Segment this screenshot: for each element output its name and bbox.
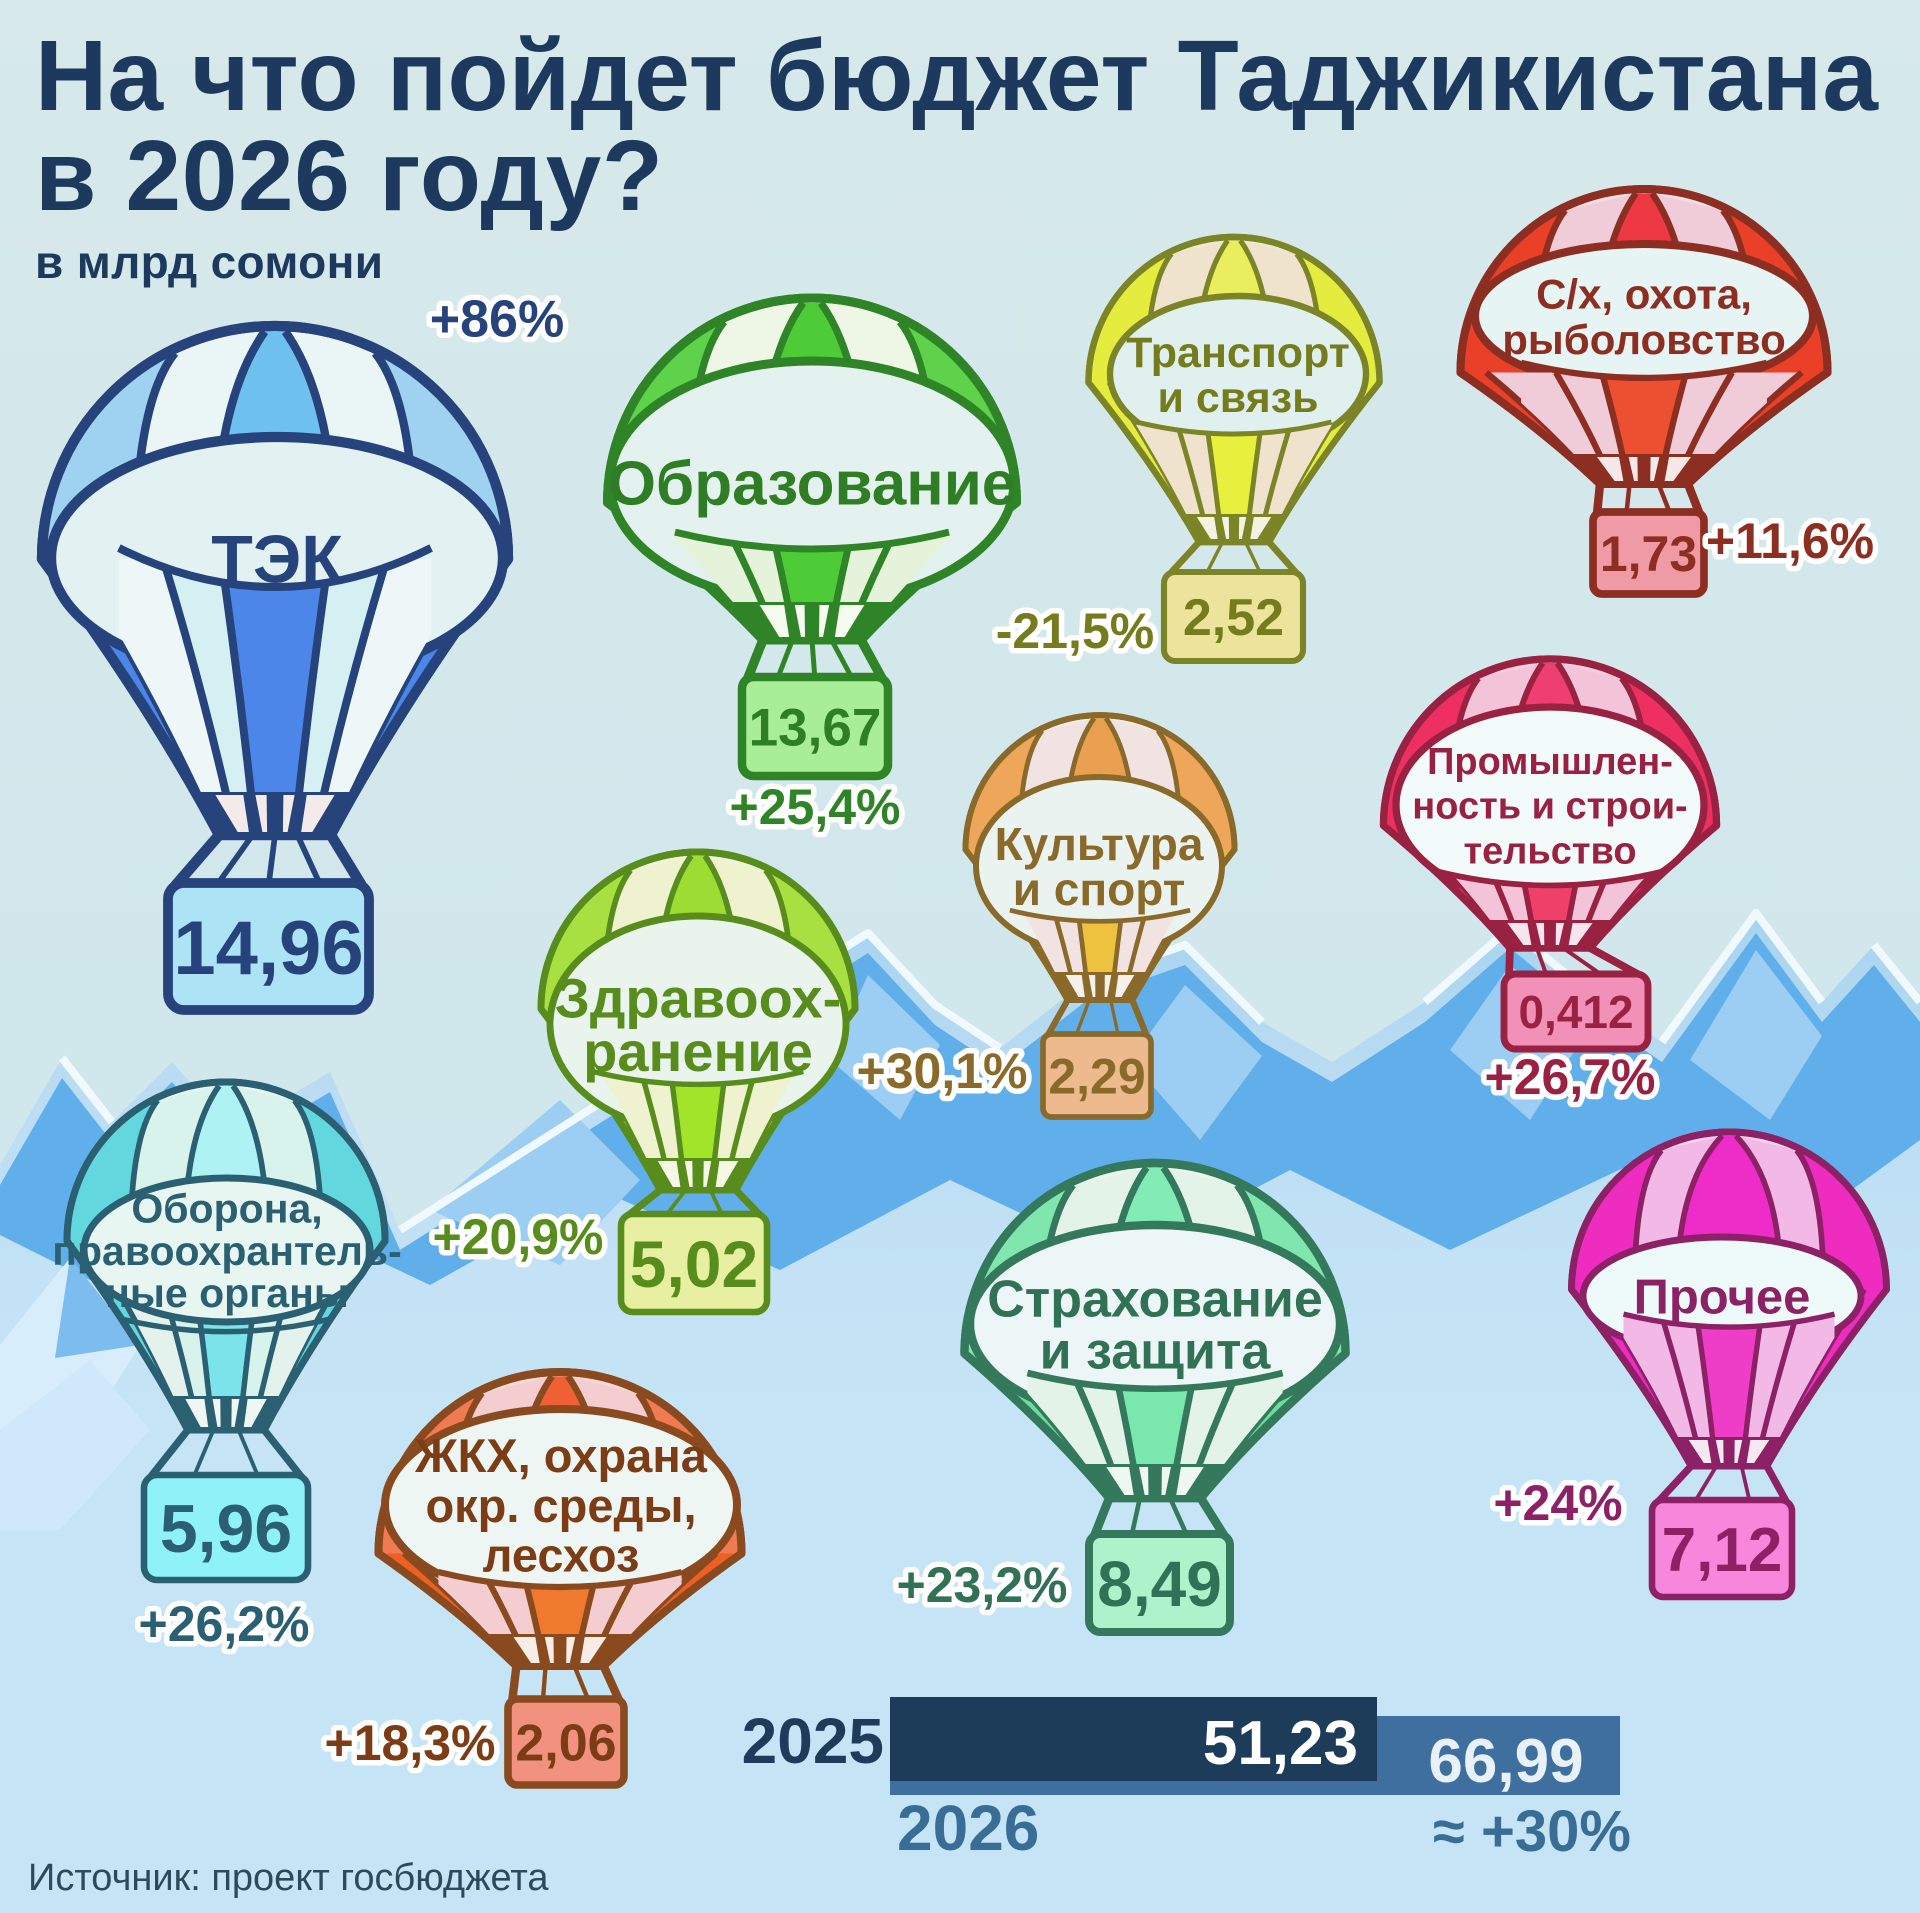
svg-text:ТЭК: ТЭК [211, 522, 343, 598]
svg-text:лесхоз: лесхоз [483, 1529, 640, 1582]
svg-text:Здравоох-: Здравоох- [555, 967, 841, 1030]
svg-text:окр. среды,: окр. среды, [425, 1479, 696, 1532]
svg-text:Источник: проект госбюджета: Источник: проект госбюджета [28, 1857, 549, 1899]
svg-text:рыболовство: рыболовство [1502, 316, 1785, 363]
svg-text:Страхование: Страхование [987, 1271, 1323, 1329]
svg-text:0,412: 0,412 [1518, 986, 1633, 1038]
svg-text:+24%: +24% [1493, 1475, 1622, 1531]
svg-text:правоохрантель-: правоохрантель- [52, 1228, 402, 1274]
svg-text:≈ +30%: ≈ +30% [1433, 1799, 1631, 1864]
svg-text:в 2026 году?: в 2026 году? [35, 120, 663, 232]
svg-text:1,73: 1,73 [1600, 526, 1697, 582]
svg-text:13,67: 13,67 [749, 699, 882, 758]
svg-text:2,06: 2,06 [515, 1715, 616, 1773]
svg-text:ные органы: ные органы [105, 1270, 349, 1316]
svg-text:+23,2%: +23,2% [897, 1557, 1068, 1613]
svg-text:2,52: 2,52 [1183, 589, 1284, 647]
svg-text:и защита: и защита [1040, 1323, 1272, 1381]
svg-text:+30,1%: +30,1% [857, 1043, 1028, 1099]
svg-text:+11,6%: +11,6% [1706, 513, 1874, 569]
svg-text:+86%: +86% [430, 291, 564, 349]
svg-text:ность и строи-: ность и строи- [1412, 786, 1687, 828]
svg-text:На что пойдет бюджет Таджикист: На что пойдет бюджет Таджикистана [35, 20, 1879, 132]
svg-text:+20,9%: +20,9% [433, 1209, 604, 1265]
svg-text:в млрд сомони: в млрд сомони [35, 236, 383, 288]
svg-text:8,49: 8,49 [1097, 1548, 1222, 1620]
svg-text:7,12: 7,12 [1662, 1516, 1783, 1585]
svg-text:Оборона,: Оборона, [131, 1186, 322, 1232]
svg-text:51,23: 51,23 [1203, 1709, 1358, 1778]
svg-text:Образование: Образование [608, 449, 1017, 518]
svg-text:Культура: Культура [995, 818, 1204, 870]
svg-text:тельство: тельство [1463, 831, 1636, 873]
svg-text:+26,7%: +26,7% [1485, 1049, 1656, 1105]
svg-text:5,96: 5,96 [160, 1491, 292, 1567]
svg-text:-21,5%: -21,5% [996, 603, 1154, 659]
svg-text:С/х, охота,: С/х, охота, [1536, 270, 1752, 317]
svg-text:+25,4%: +25,4% [730, 779, 901, 835]
svg-text:5,02: 5,02 [630, 1227, 758, 1301]
svg-text:+26,2%: +26,2% [139, 1596, 310, 1652]
svg-text:2025: 2025 [742, 1705, 884, 1777]
svg-text:и спорт: и спорт [1013, 863, 1186, 915]
svg-text:и связь: и связь [1157, 374, 1318, 422]
svg-text:66,99: 66,99 [1428, 1727, 1583, 1796]
svg-text:+18,3%: +18,3% [325, 1715, 496, 1771]
svg-text:Транспорт: Транспорт [1126, 329, 1350, 377]
svg-text:ранение: ранение [583, 1020, 813, 1083]
svg-text:ЖКХ, охрана: ЖКХ, охрана [414, 1429, 708, 1482]
svg-text:Промышлен-: Промышлен- [1427, 741, 1673, 783]
svg-text:Прочее: Прочее [1634, 1271, 1811, 1325]
svg-text:14,96: 14,96 [173, 906, 363, 991]
svg-text:2,29: 2,29 [1048, 1049, 1145, 1105]
svg-text:2026: 2026 [897, 1792, 1039, 1864]
